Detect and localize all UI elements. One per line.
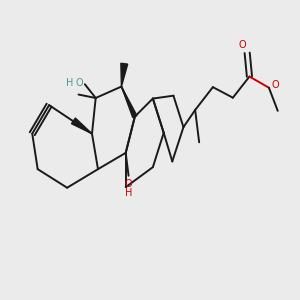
Text: O: O [76, 78, 83, 88]
Polygon shape [71, 118, 92, 134]
Polygon shape [122, 87, 137, 118]
Text: O: O [271, 80, 279, 90]
Text: O: O [125, 178, 132, 189]
Text: O: O [238, 40, 246, 50]
Text: H: H [66, 78, 74, 88]
Text: H: H [125, 188, 132, 198]
Polygon shape [121, 63, 128, 87]
